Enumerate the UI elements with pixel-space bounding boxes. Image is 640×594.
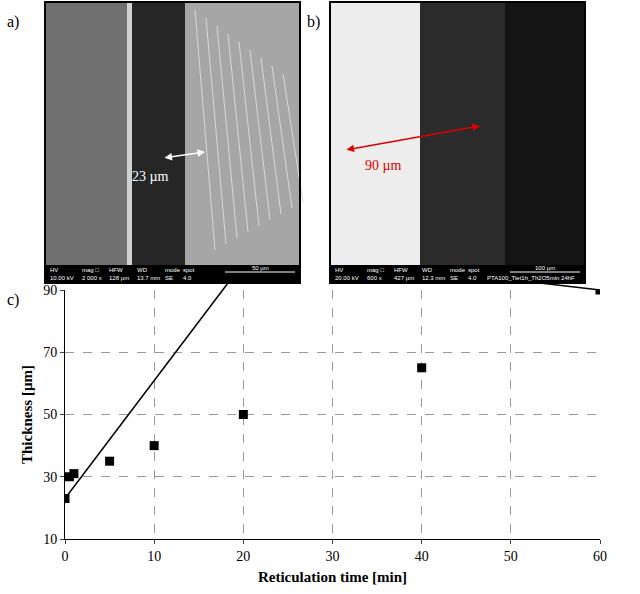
svg-text:10.00 kV: 10.00 kV: [50, 275, 74, 281]
svg-text:HV: HV: [335, 267, 343, 273]
svg-text:PTA100_Tiet1h_Th2O5min 24hF: PTA100_Tiet1h_Th2O5min 24hF: [487, 275, 575, 281]
svg-text:2 000 x: 2 000 x: [82, 275, 102, 281]
svg-text:c): c): [7, 291, 19, 309]
svg-text:50: 50: [504, 549, 518, 564]
svg-text:HFW: HFW: [394, 267, 408, 273]
svg-text:spot: spot: [183, 267, 195, 273]
svg-text:SE: SE: [165, 275, 173, 281]
svg-text:mag □: mag □: [367, 267, 384, 273]
svg-text:mode: mode: [165, 267, 181, 273]
svg-text:WD: WD: [137, 267, 148, 273]
svg-text:20: 20: [236, 549, 250, 564]
svg-text:WD: WD: [422, 267, 433, 273]
svg-text:spot: spot: [468, 267, 480, 273]
svg-text:20.00 kV: 20.00 kV: [335, 275, 359, 281]
svg-text:90: 90: [43, 283, 57, 298]
svg-text:427 µm: 427 µm: [394, 275, 414, 281]
svg-text:600 x: 600 x: [367, 275, 382, 281]
svg-text:90 µm: 90 µm: [365, 158, 402, 173]
svg-text:HFW: HFW: [109, 267, 123, 273]
svg-text:b): b): [307, 13, 320, 31]
svg-text:0: 0: [62, 549, 69, 564]
svg-text:SE: SE: [450, 275, 458, 281]
svg-text:4.0: 4.0: [468, 275, 477, 281]
svg-text:Thickness [µm]: Thickness [µm]: [19, 365, 35, 464]
svg-text:Reticulation time [min]: Reticulation time [min]: [258, 569, 407, 585]
svg-text:60: 60: [593, 549, 607, 564]
svg-text:70: 70: [43, 345, 57, 360]
svg-text:30: 30: [326, 549, 340, 564]
svg-text:mode: mode: [450, 267, 466, 273]
svg-text:50: 50: [43, 407, 57, 422]
svg-text:40: 40: [415, 549, 429, 564]
svg-text:30: 30: [43, 470, 57, 485]
svg-text:13.7 mm: 13.7 mm: [137, 275, 160, 281]
svg-text:HV: HV: [50, 267, 58, 273]
svg-text:50 µm: 50 µm: [252, 265, 269, 271]
svg-text:100 µm: 100 µm: [535, 265, 555, 271]
svg-text:128 µm: 128 µm: [109, 275, 129, 281]
svg-text:12.3 mm: 12.3 mm: [422, 275, 445, 281]
svg-text:23 µm: 23 µm: [132, 169, 169, 184]
svg-text:4.0: 4.0: [183, 275, 192, 281]
svg-text:a): a): [7, 13, 19, 31]
svg-text:mag □: mag □: [82, 267, 99, 273]
svg-text:10: 10: [43, 532, 57, 547]
svg-text:10: 10: [147, 549, 161, 564]
